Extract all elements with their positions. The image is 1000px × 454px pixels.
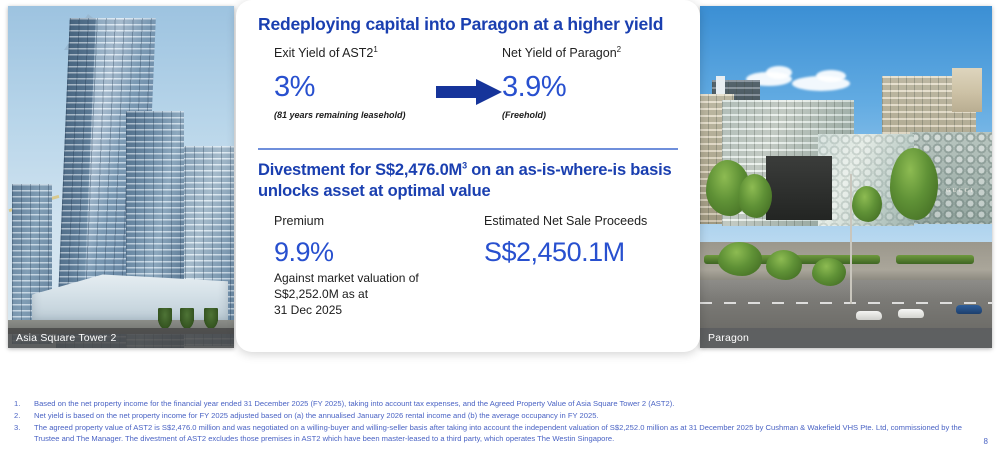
footnote-ref-2: 2 bbox=[616, 44, 622, 54]
metric-subtext: Against market valuation of S$2,252.0M a… bbox=[274, 271, 419, 318]
metric-value: 3% bbox=[274, 70, 315, 103]
street-tree bbox=[718, 242, 762, 276]
yield-metrics-row: Exit Yield of AST21 3% (81 years remaini… bbox=[258, 45, 678, 145]
card-title: Redeploying capital into Paragon at a hi… bbox=[258, 14, 664, 34]
metric-subtext-line-3: 31 Dec 2025 bbox=[274, 302, 343, 317]
car bbox=[898, 309, 924, 318]
street-tree bbox=[180, 308, 194, 328]
metric-label-text: Net Yield of Paragon bbox=[502, 45, 617, 60]
street-tree bbox=[738, 174, 772, 218]
footnote-item: 1. Based on the net property income for … bbox=[10, 398, 970, 409]
metric-value: 3.9% bbox=[502, 70, 567, 103]
section-divider bbox=[258, 148, 678, 150]
highlight-card: Redeploying capital into Paragon at a hi… bbox=[236, 0, 700, 352]
photo-paragon: GUCCI Paragon bbox=[700, 6, 992, 348]
footnote-item: 2. Net yield is based on the net propert… bbox=[10, 410, 970, 421]
car bbox=[956, 305, 982, 314]
street-tree bbox=[204, 308, 218, 328]
footnote-ref-3: 3 bbox=[462, 160, 467, 171]
footnote-text: The agreed property value of AST2 is S$2… bbox=[34, 423, 962, 443]
photo-caption-left: Asia Square Tower 2 bbox=[8, 328, 234, 348]
divestment-title: Divestment for S$2,476.0M3 on an as-is-w… bbox=[258, 160, 678, 202]
street-tree bbox=[852, 186, 882, 222]
photo-caption-right: Paragon bbox=[700, 328, 992, 348]
lamp-post bbox=[850, 174, 852, 304]
divestment-section: Divestment for S$2,476.0M3 on an as-is-w… bbox=[258, 160, 678, 332]
kerb bbox=[700, 270, 992, 280]
metric-label-text: Exit Yield of AST2 bbox=[274, 45, 374, 60]
metric-label: Premium bbox=[274, 214, 325, 229]
footnote-text: Based on the net property income for the… bbox=[34, 399, 675, 408]
metric-note: (81 years remaining leasehold) bbox=[274, 110, 406, 121]
divestment-title-part1: Divestment for S$2,476.0M bbox=[258, 161, 463, 179]
cloud bbox=[766, 66, 792, 79]
planter-hedge bbox=[896, 255, 974, 264]
orchard-road bbox=[700, 280, 992, 328]
car bbox=[856, 311, 882, 320]
footnote-number: 2. bbox=[14, 411, 21, 420]
metric-subtext-line-2: S$2,252.0M as at bbox=[274, 287, 369, 302]
metric-exit-yield: Exit Yield of AST21 3% (81 years remaini… bbox=[274, 45, 406, 121]
paragon-entrance-dark bbox=[766, 156, 832, 220]
metric-net-sale-proceeds: Estimated Net Sale Proceeds S$2,450.1M bbox=[484, 214, 647, 268]
divestment-metrics-row: Premium 9.9% Against market valuation of… bbox=[258, 214, 678, 332]
footnote-text: Net yield is based on the net property i… bbox=[34, 411, 599, 420]
metric-value: 9.9% bbox=[274, 237, 334, 268]
street-tree bbox=[766, 250, 802, 280]
footnote-number: 1. bbox=[14, 399, 21, 408]
building-roof-block bbox=[952, 68, 982, 112]
metric-premium: Premium 9.9% Against market valuation of… bbox=[274, 214, 419, 319]
metric-net-yield: Net Yield of Paragon2 3.9% (Freehold) bbox=[502, 45, 621, 121]
metric-note: (Freehold) bbox=[502, 110, 546, 121]
metric-label: Estimated Net Sale Proceeds bbox=[484, 214, 648, 229]
metric-label: Net Yield of Paragon2 bbox=[502, 45, 621, 61]
right-arrow-icon bbox=[436, 78, 502, 105]
cloud bbox=[816, 70, 846, 82]
street-tree bbox=[812, 258, 846, 286]
metric-subtext-line-1: Against market valuation of bbox=[274, 271, 419, 286]
metric-value: S$2,450.1M bbox=[484, 237, 625, 268]
footnote-number: 3. bbox=[14, 423, 21, 432]
footnote-ref-1: 1 bbox=[373, 44, 378, 54]
photo-asia-square-tower-2: Asia Square Tower 2 bbox=[8, 6, 234, 348]
street-tree bbox=[158, 308, 172, 328]
street-tree bbox=[890, 148, 938, 220]
gucci-signage: GUCCI bbox=[946, 188, 975, 194]
page-number: 8 bbox=[983, 437, 988, 446]
footnotes-block: 1. Based on the net property income for … bbox=[10, 398, 970, 445]
divestment-title-part2: on an as-is-where-is basis unlocks asset… bbox=[258, 161, 672, 201]
metric-label: Exit Yield of AST21 bbox=[274, 45, 406, 61]
footnote-item: 3. The agreed property value of AST2 is … bbox=[10, 422, 970, 444]
